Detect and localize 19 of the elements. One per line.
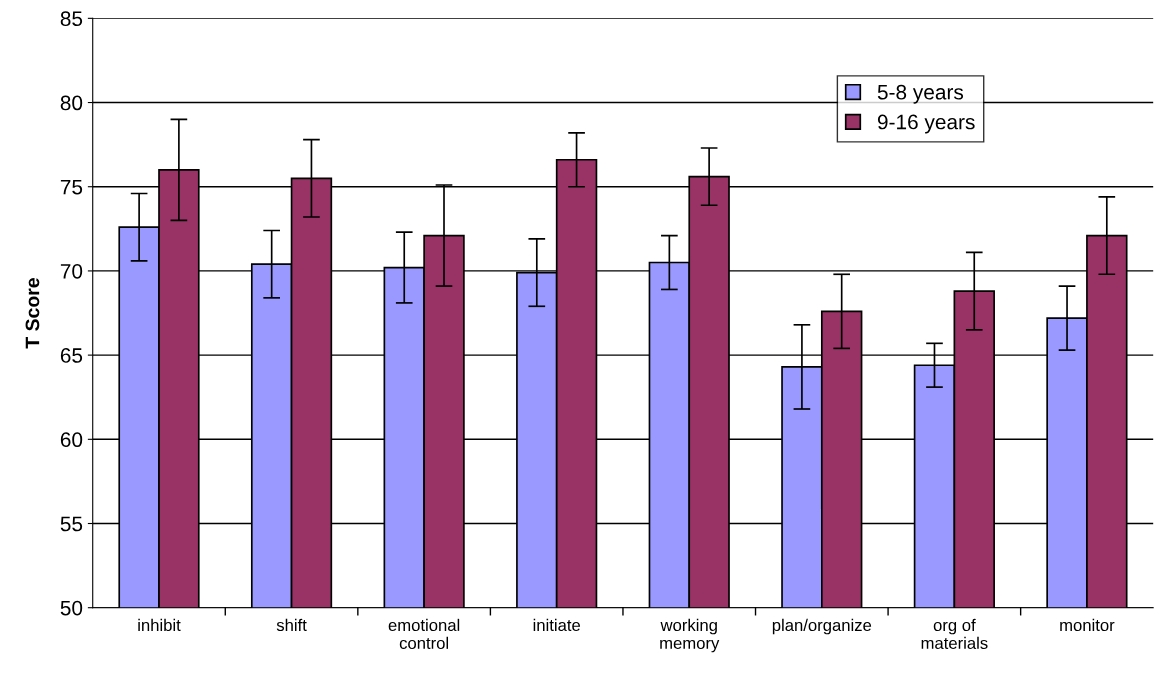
y-tick-label: 75: [60, 179, 83, 195]
y-tick-label: 70: [60, 263, 83, 279]
legend-label: 5-8 years: [877, 84, 964, 104]
legend-label: 9-16 years: [877, 114, 975, 134]
y-tick-label: 85: [60, 11, 83, 27]
x-tick-label: emotional control: [388, 618, 460, 650]
x-tick-label: monitor: [1060, 618, 1115, 632]
y-tick-label: 80: [60, 95, 83, 111]
x-tick-label: inhibit: [138, 618, 181, 632]
x-tick-label: initiate: [533, 618, 581, 632]
y-tick-label: 60: [60, 432, 83, 448]
y-tick-label: 65: [60, 348, 83, 363]
x-tick-label: plan/organize: [772, 618, 872, 635]
x-tick-label: org of materials: [921, 618, 988, 650]
x-tick-label: shift: [276, 618, 307, 632]
y-axis-title: T Score: [25, 278, 40, 349]
x-tick-label: working memory: [660, 618, 720, 653]
y-tick-label: 55: [60, 516, 83, 532]
y-tick-label: 50: [60, 600, 83, 616]
